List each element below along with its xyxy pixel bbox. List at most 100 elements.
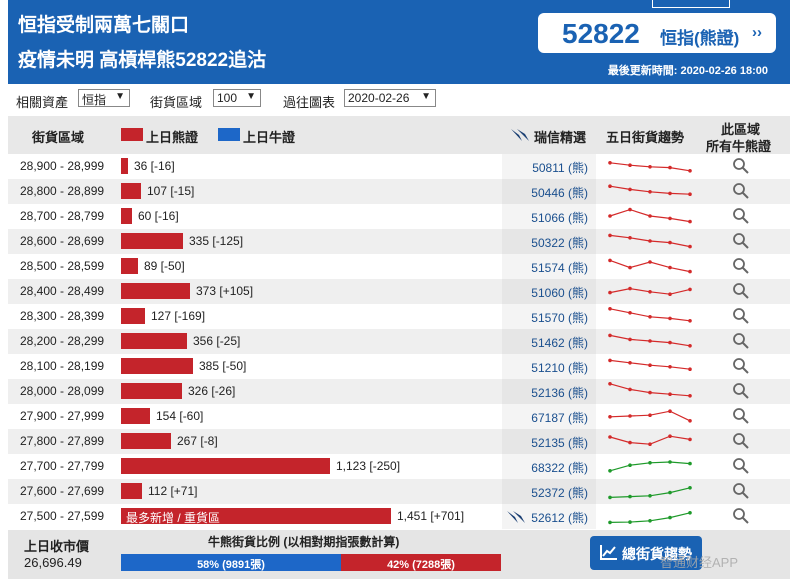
search-icon[interactable] [732, 382, 750, 400]
bear-volume-bar[interactable] [121, 483, 142, 499]
range-cell: 28,500 - 28,599 [20, 259, 105, 273]
search-icon[interactable] [732, 507, 750, 525]
warrant-code-link[interactable]: 51066 (熊) [502, 204, 596, 229]
five-day-trend-sparkline[interactable] [604, 256, 696, 276]
search-icon[interactable] [732, 282, 750, 300]
five-day-trend-sparkline[interactable] [604, 456, 696, 476]
warrant-code-link[interactable]: 52612 (熊) [502, 504, 596, 529]
five-day-trend-sparkline[interactable] [604, 206, 696, 226]
headline-line1: 恒指受制兩萬七關口 [18, 15, 190, 36]
total-trend-button[interactable]: 總街貨趨勢 [590, 536, 702, 570]
warrant-code-link[interactable]: 51060 (熊) [502, 279, 596, 304]
search-icon[interactable] [732, 357, 750, 375]
warrant-code-link[interactable]: 51462 (熊) [502, 329, 596, 354]
past-chart-select[interactable]: 2020-02-26 ▼ [344, 89, 436, 107]
search-icon[interactable] [732, 232, 750, 250]
bear-volume-bar[interactable] [121, 258, 138, 274]
trend-point [688, 486, 692, 490]
trend-line [609, 308, 691, 322]
table-row: 28,600 - 28,699 335 [-125] 50322 (熊) [8, 229, 790, 254]
warrant-code-link[interactable]: 50811 (熊) [502, 154, 596, 179]
bar-value-label: 326 [-26] [188, 384, 236, 398]
bear-volume-bar[interactable] [121, 158, 128, 174]
warrant-code-link[interactable]: 52372 (熊) [502, 479, 596, 504]
bear-volume-bar[interactable] [121, 508, 391, 524]
bear-volume-bar[interactable] [121, 333, 187, 349]
search-icon[interactable] [732, 482, 750, 500]
trend-point [608, 233, 612, 238]
quote-number: 52822 [562, 18, 640, 49]
trend-point [688, 367, 692, 371]
quote-link-button[interactable]: 52822 恒指(熊證) ›› [538, 13, 776, 53]
trend-point [608, 214, 612, 218]
warrant-code-link[interactable]: 68322 (熊) [502, 454, 596, 479]
search-icon[interactable] [732, 457, 750, 475]
trend-point [628, 440, 632, 445]
five-day-trend-sparkline[interactable] [604, 306, 696, 326]
warrant-code-link[interactable]: 67187 (熊) [502, 404, 596, 429]
range-cell: 28,600 - 28,699 [20, 234, 105, 248]
five-day-trend-sparkline[interactable] [604, 356, 696, 376]
bear-volume-bar[interactable] [121, 283, 190, 299]
warrant-code-link[interactable]: 52135 (熊) [502, 429, 596, 454]
search-icon[interactable] [732, 157, 750, 175]
trend-point [648, 290, 652, 294]
quote-label: 恒指(熊證) [660, 29, 740, 48]
table-row: 27,500 - 27,599 最多新增 / 重貨區 1,451 [+701] 526… [8, 504, 790, 529]
bear-volume-bar[interactable] [121, 308, 145, 324]
warrant-code-link[interactable]: 51570 (熊) [502, 304, 596, 329]
trend-point [648, 260, 652, 264]
five-day-trend-sparkline[interactable] [604, 406, 696, 426]
five-day-trend-sparkline[interactable] [604, 506, 696, 526]
search-icon[interactable] [732, 407, 750, 425]
warrant-code-link[interactable]: 51210 (熊) [502, 354, 596, 379]
past-chart-select-value: 2020-02-26 [348, 91, 410, 105]
five-day-trend-sparkline[interactable] [604, 381, 696, 401]
trend-point [608, 258, 612, 263]
bear-volume-bar[interactable] [121, 233, 183, 249]
zone-select[interactable]: 100 ▼ [213, 89, 261, 107]
trend-point [668, 216, 672, 221]
bear-volume-bar[interactable] [121, 383, 182, 399]
pick-column-header: 瑞信精選 [534, 130, 587, 145]
trend-point [648, 442, 652, 446]
bear-volume-bar[interactable] [121, 433, 171, 449]
search-icon[interactable] [732, 432, 750, 450]
bear-volume-bar[interactable] [121, 458, 330, 474]
table-row: 28,000 - 28,099 326 [-26] 52136 (熊) [8, 379, 790, 404]
search-icon[interactable] [732, 182, 750, 200]
five-day-trend-sparkline[interactable] [604, 231, 696, 251]
table-row: 28,200 - 28,299 356 [-25] 51462 (熊) [8, 329, 790, 354]
warrant-code-link[interactable]: 52136 (熊) [502, 379, 596, 404]
range-cell: 28,800 - 28,899 [20, 184, 105, 198]
bear-volume-bar[interactable] [121, 208, 132, 224]
warrant-code-link[interactable]: 50322 (熊) [502, 229, 596, 254]
total-trend-label: 總街貨趨勢 [622, 546, 692, 562]
trend-point [648, 239, 652, 243]
five-day-trend-sparkline[interactable] [604, 281, 696, 301]
bear-volume-bar[interactable] [121, 183, 141, 199]
trend-point [668, 340, 672, 345]
five-day-trend-sparkline[interactable] [604, 181, 696, 201]
warrant-code-link[interactable]: 51574 (熊) [502, 254, 596, 279]
range-cell: 28,900 - 28,999 [20, 159, 105, 173]
asset-select[interactable]: 恒指 ▼ [78, 89, 130, 107]
search-icon[interactable] [732, 332, 750, 350]
zone-select-value: 100 [217, 91, 238, 105]
search-icon[interactable] [732, 207, 750, 225]
five-day-trend-sparkline[interactable] [604, 431, 696, 451]
bear-legend-label: 上日熊證 [146, 130, 199, 145]
table-header: 街貨區域 上日熊證 上日牛證 瑞信精選 五日街貨趨勢 此區域 所有牛熊證 [8, 116, 790, 154]
search-icon[interactable] [732, 257, 750, 275]
search-icon[interactable] [732, 307, 750, 325]
bear-volume-bar[interactable] [121, 408, 150, 424]
warrant-code-link[interactable]: 50446 (熊) [502, 179, 596, 204]
bear-volume-bar[interactable] [121, 358, 193, 374]
five-day-trend-sparkline[interactable] [604, 331, 696, 351]
five-day-trend-sparkline[interactable] [604, 156, 696, 176]
trend-point [688, 437, 692, 442]
trend-point [608, 333, 612, 338]
header-banner: 恒指受制兩萬七關口 疫情未明 高槓桿熊52822追沽 52822 恒指(熊證) … [8, 0, 790, 84]
five-day-trend-sparkline[interactable] [604, 481, 696, 501]
trend-point [648, 339, 652, 343]
